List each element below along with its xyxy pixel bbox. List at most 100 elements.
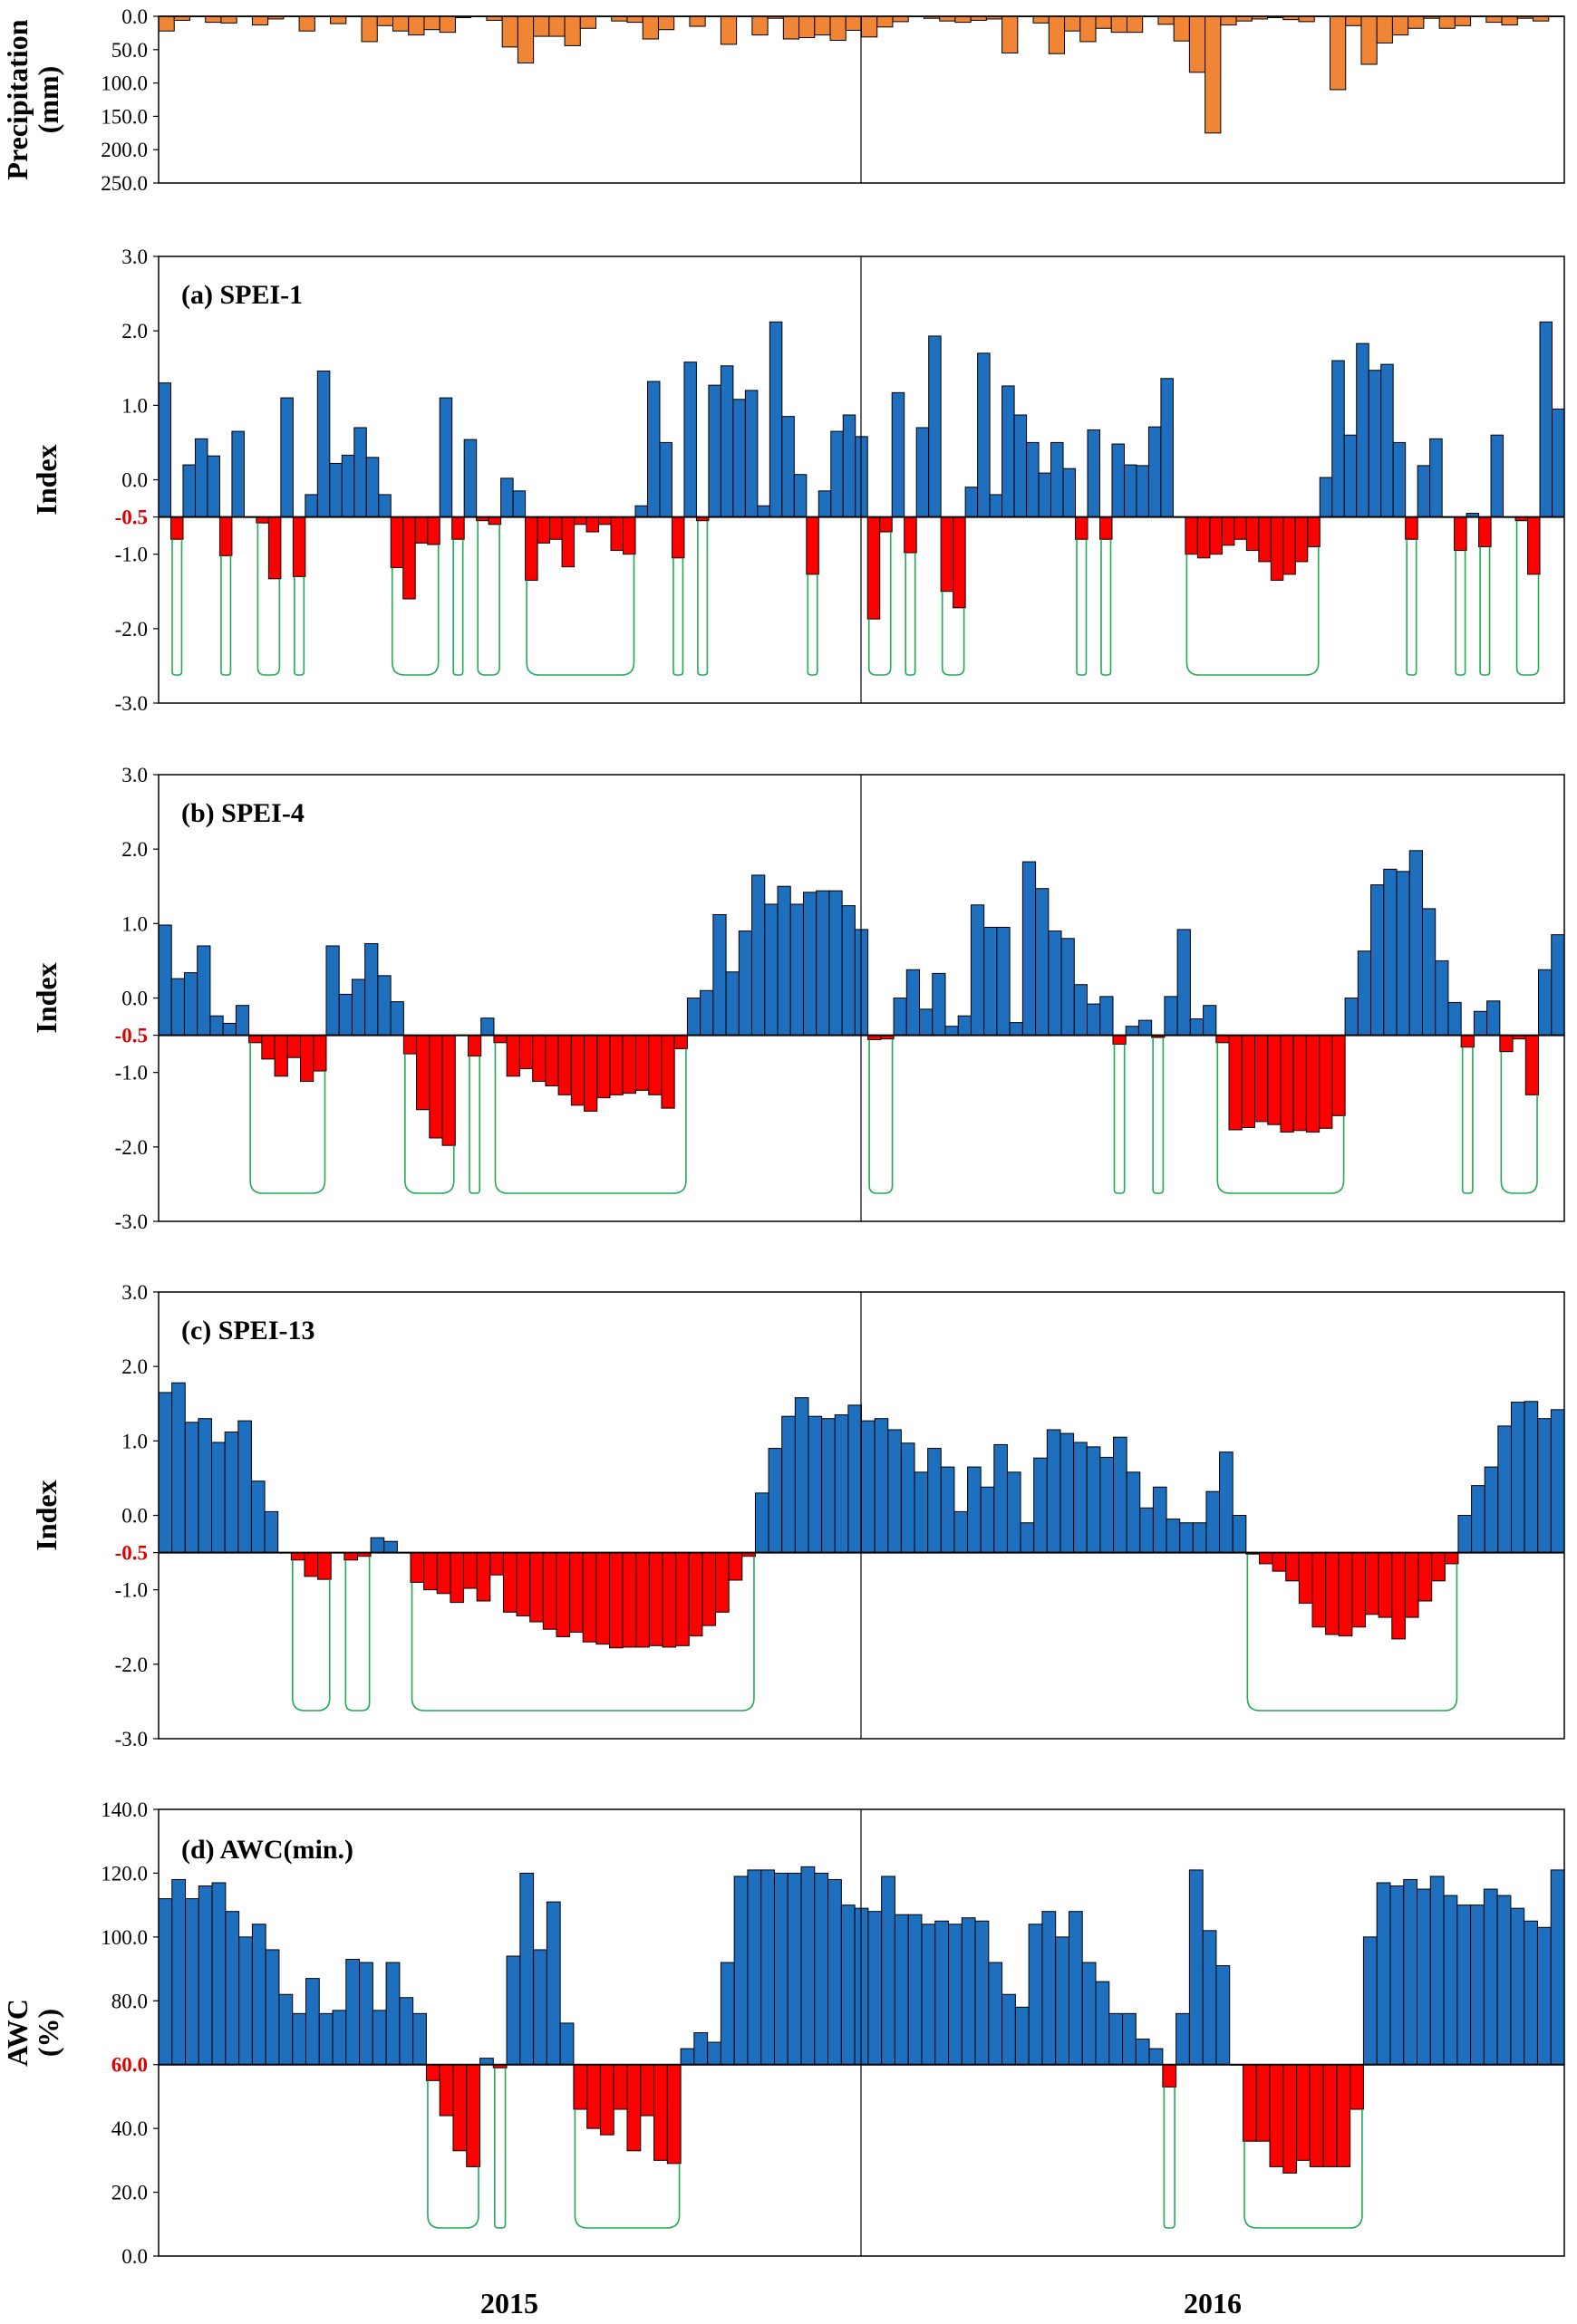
data-bar xyxy=(879,516,893,533)
data-bar xyxy=(385,1962,401,2066)
data-bar xyxy=(341,454,355,518)
data-bar xyxy=(1294,516,1309,563)
x-axis-year-label: 2016 xyxy=(1184,2287,1242,2319)
data-bar xyxy=(286,1035,302,1058)
data-bar xyxy=(1497,1425,1512,1554)
data-bar xyxy=(1417,1888,1431,2066)
data-bar xyxy=(451,516,465,540)
data-bar xyxy=(1001,385,1015,518)
data-bar xyxy=(1245,516,1260,552)
data-bar xyxy=(194,438,208,518)
data-bar xyxy=(1205,15,1222,134)
data-bar xyxy=(1417,1552,1433,1602)
ytick-label: 0.0 xyxy=(121,2245,148,2268)
data-bar xyxy=(967,1466,982,1554)
data-bar xyxy=(416,1035,431,1111)
ytick-label: -2.0 xyxy=(115,1654,148,1676)
data-bar xyxy=(611,15,628,22)
data-bar xyxy=(585,516,600,533)
data-bar xyxy=(1417,465,1431,518)
ytick-label: -2.0 xyxy=(115,1136,148,1159)
data-bar xyxy=(410,1552,425,1583)
drought-envelope xyxy=(1500,1051,1538,1194)
data-bar xyxy=(634,505,648,518)
data-bar xyxy=(1064,15,1081,32)
data-bar xyxy=(1396,871,1410,1037)
data-bar xyxy=(171,1878,187,2066)
data-bar xyxy=(313,1035,327,1072)
y-axis-label-line: Precipitation xyxy=(1,19,34,179)
data-bar xyxy=(506,1035,520,1077)
data-bar xyxy=(1126,1471,1141,1554)
data-bar xyxy=(806,516,819,575)
data-bar xyxy=(1073,984,1088,1037)
data-bar xyxy=(1162,2064,1177,2088)
data-bar xyxy=(1028,1924,1043,2066)
data-bar xyxy=(1336,2064,1351,2167)
data-bar xyxy=(1285,1552,1300,1582)
ytick-label: -3.0 xyxy=(115,1210,148,1233)
data-bar xyxy=(659,441,672,518)
data-bar xyxy=(934,1920,950,2066)
data-bar xyxy=(570,1035,585,1106)
data-bar xyxy=(622,1035,636,1094)
data-bar xyxy=(829,15,847,41)
ytick-label: 0.0 xyxy=(121,1505,148,1528)
data-bar xyxy=(700,989,714,1037)
data-bar xyxy=(198,1418,213,1554)
data-bar xyxy=(158,1392,173,1554)
drought-envelope xyxy=(868,1038,894,1194)
data-bar xyxy=(893,998,907,1037)
data-bar xyxy=(1006,1471,1021,1554)
data-bar xyxy=(894,1914,909,2066)
data-bar xyxy=(830,430,844,518)
data-bar xyxy=(821,1418,836,1554)
data-bar xyxy=(274,1035,288,1077)
data-bar xyxy=(867,1911,883,2066)
data-bar xyxy=(648,1552,663,1646)
drought-envelope xyxy=(1515,520,1540,676)
data-bar xyxy=(944,1026,959,1037)
data-bar xyxy=(613,2064,628,2110)
data-bar xyxy=(480,1017,495,1037)
data-bar xyxy=(1215,1965,1231,2066)
y-axis-label-line: Index xyxy=(30,444,63,515)
y-axis-label: Index xyxy=(30,962,63,1033)
data-bar xyxy=(892,15,909,23)
data-bar xyxy=(1032,15,1050,24)
data-bar xyxy=(841,905,856,1037)
data-bar xyxy=(1125,1026,1139,1037)
data-bar xyxy=(222,1022,237,1037)
data-bar xyxy=(1309,2064,1324,2167)
ytick-label: -0.5 xyxy=(115,506,148,529)
data-bar xyxy=(1536,1926,1552,2066)
data-bar xyxy=(517,15,535,64)
data-bar xyxy=(304,1552,319,1577)
data-bar xyxy=(1020,1522,1035,1554)
data-bar xyxy=(648,1035,663,1095)
data-bar xyxy=(847,1404,862,1554)
data-bar xyxy=(1484,1466,1499,1554)
data-bar xyxy=(680,2048,695,2066)
data-bar xyxy=(646,381,661,518)
data-bar xyxy=(720,1962,735,2066)
data-bar xyxy=(782,15,800,40)
data-bar xyxy=(626,15,643,24)
data-bar xyxy=(747,1869,762,2066)
data-bar xyxy=(1026,441,1040,518)
data-bar xyxy=(408,15,425,36)
data-bar xyxy=(1307,516,1321,547)
data-bar xyxy=(1447,1001,1462,1037)
data-bar xyxy=(777,885,791,1037)
data-bar xyxy=(378,494,392,518)
data-bar xyxy=(582,1552,597,1643)
ytick-label: 2.0 xyxy=(121,320,148,342)
data-bar xyxy=(988,1962,1003,2066)
data-bar xyxy=(957,1015,972,1037)
data-bar xyxy=(185,1898,199,2066)
data-bar xyxy=(519,1872,535,2066)
drought-envelope xyxy=(807,574,818,676)
data-bar xyxy=(733,1876,749,2066)
data-bar xyxy=(1176,929,1191,1037)
